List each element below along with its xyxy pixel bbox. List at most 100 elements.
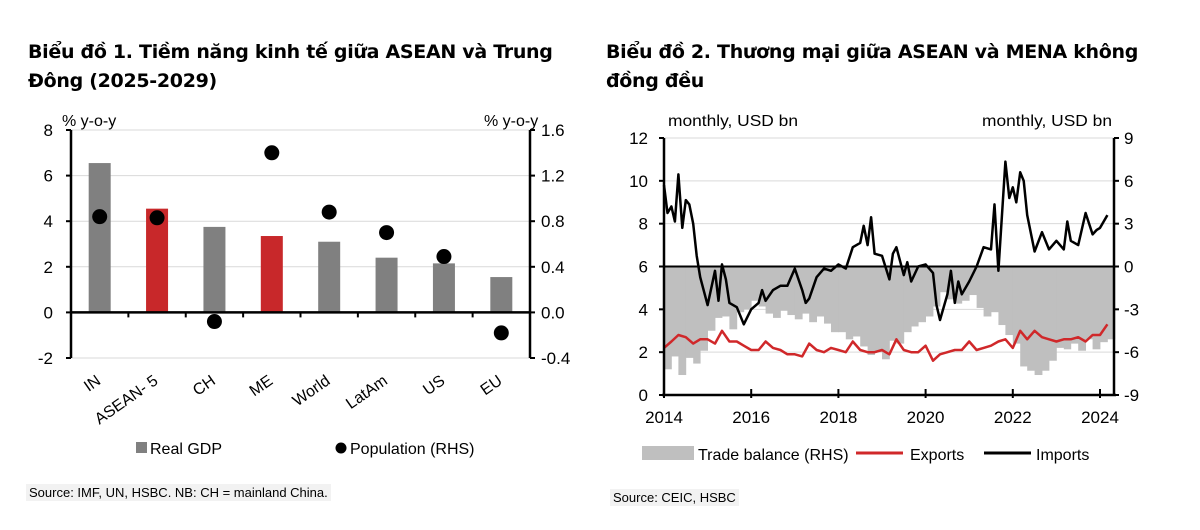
trade-balance-bar	[787, 266, 796, 316]
trade-balance-bar	[991, 266, 999, 313]
ytick-left-label: 0	[639, 386, 648, 405]
population-dot-asean5	[149, 210, 165, 226]
trade-balance-bar	[729, 266, 738, 330]
legend-swatch-population	[335, 442, 347, 454]
trade-balance-bar	[838, 266, 847, 333]
bar-me	[260, 236, 283, 313]
trade-balance-bar	[896, 266, 905, 344]
ytick-left-label: 10	[629, 172, 648, 191]
chart2-source: Source: CEIC, HSBC	[610, 489, 739, 506]
trade-balance-bar	[1012, 266, 1021, 344]
trade-balance-bar	[961, 266, 970, 301]
ytick-right-label: 0.0	[541, 303, 565, 322]
trade-balance-bar	[1107, 266, 1116, 340]
trade-balance-bar	[1056, 266, 1065, 348]
ytick-left-label: 4	[639, 300, 648, 319]
trade-balance-bar	[882, 266, 890, 360]
trade-balance-bar	[751, 266, 760, 301]
bar-eu	[490, 277, 513, 313]
trade-balance-bar	[1078, 266, 1087, 351]
trade-balance-bar	[824, 266, 832, 324]
legend-label-imports: Imports	[1036, 447, 1089, 464]
xtick-label: 2022	[994, 408, 1032, 427]
ytick-right-label: 9	[1124, 129, 1133, 148]
population-dot-world	[321, 204, 337, 220]
ytick-left-label: 2	[44, 258, 53, 277]
legend-label-real-gdp: Real GDP	[150, 441, 222, 458]
trade-balance-bar	[693, 266, 701, 364]
ytick-right-label: 1.6	[541, 121, 565, 140]
ytick-right-label: -6	[1124, 343, 1139, 362]
chart1-title: Biểu đồ 1. Tiềm năng kinh tế giữa ASEAN …	[28, 41, 553, 92]
ytick-left-label: 4	[44, 212, 53, 231]
trade-balance-bar	[678, 266, 687, 376]
trade-balance-bar	[933, 266, 941, 307]
chart2-title: Biểu đồ 2. Thương mại giữa ASEAN và MENA…	[606, 41, 1139, 92]
legend-label-trade-balance: Trade balance (RHS)	[698, 447, 849, 464]
legend-swatch-trade-balance	[642, 446, 694, 460]
ytick-right-label: 0.4	[541, 258, 565, 277]
population-dot-me	[264, 145, 280, 161]
bar-latam	[375, 257, 398, 313]
trade-balance-bar	[969, 266, 978, 296]
legend-swatch-real-gdp	[136, 442, 147, 453]
ytick-left-label: -2	[38, 349, 53, 368]
xtick-label: 2014	[645, 408, 683, 427]
trade-balance-bar	[758, 266, 766, 307]
trade-balance-bar	[976, 266, 984, 308]
ytick-right-label: 0	[1124, 258, 1133, 277]
trade-balance-bar	[1034, 266, 1043, 376]
chart2-legend: Trade balance (RHS) Exports Imports	[642, 446, 1089, 464]
bar-asean5	[146, 208, 169, 313]
exports-line	[663, 323, 1109, 362]
trade-balance-bar	[860, 266, 869, 347]
trade-balance-bar	[794, 266, 803, 320]
xtick-label: IN	[81, 372, 104, 395]
trade-balance-bar	[802, 266, 810, 314]
trade-balance-bar	[780, 266, 788, 311]
trade-balance-bar	[816, 266, 825, 317]
ytick-right-label: 0.8	[541, 212, 565, 231]
trade-balance-bar	[983, 266, 992, 317]
legend-label-exports: Exports	[910, 447, 964, 464]
bar-us	[432, 263, 455, 313]
trade-balance-bar	[830, 266, 839, 333]
ytick-left-label: 6	[44, 167, 53, 186]
trade-balance-bar	[889, 266, 897, 341]
xtick-label: US	[420, 372, 448, 399]
xtick-label: LatAm	[343, 372, 391, 412]
trade-balance-bar	[1048, 266, 1057, 361]
ytick-right-label: 3	[1124, 215, 1133, 234]
ytick-right-label: -0.4	[541, 349, 570, 368]
trade-balance-bar	[809, 266, 817, 323]
trade-balance-bar	[707, 266, 716, 331]
trade-balance-bar	[903, 266, 912, 333]
trade-balance-bar	[998, 266, 1006, 326]
trade-balance-bar	[671, 266, 679, 357]
trade-balance-bar	[867, 266, 875, 356]
trade-balance-bar	[1070, 266, 1079, 344]
trade-balance-bar	[721, 266, 730, 317]
ytick-left-label: 0	[44, 303, 53, 322]
imports-line	[662, 160, 1109, 326]
trade-balance-bar	[1005, 266, 1014, 336]
trade-balance-bar	[765, 266, 774, 314]
trade-balance-bar	[1042, 266, 1050, 371]
trade-balance-bar	[1063, 266, 1072, 350]
trade-balance-bar	[911, 266, 919, 327]
trade-balance-bar	[1085, 266, 1093, 340]
chart2-ylabel-left: monthly, USD bn	[668, 113, 798, 130]
population-dot-us	[436, 249, 452, 265]
trade-balance-bar	[918, 266, 926, 323]
trade-balance-bar	[685, 266, 694, 358]
chart1-ylabel-right: % y-o-y	[484, 113, 538, 130]
bar-in	[88, 163, 111, 313]
population-dot-in	[92, 209, 108, 225]
ytick-left-label: 8	[44, 121, 53, 140]
bar-ch	[203, 226, 226, 313]
ytick-left-label: 2	[639, 343, 648, 362]
trade-balance-bar	[852, 266, 861, 337]
trade-balance-bar	[773, 266, 781, 318]
trade-balance-bar	[1027, 266, 1035, 371]
